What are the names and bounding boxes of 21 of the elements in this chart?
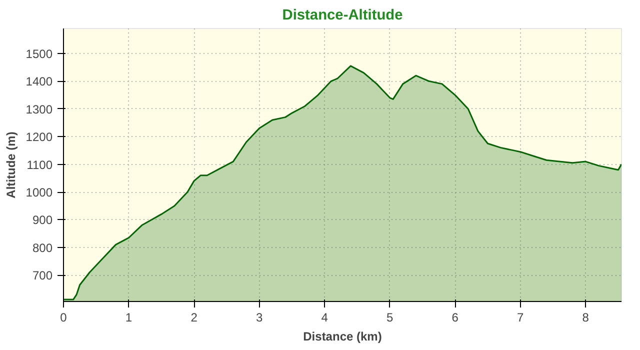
y-tick-label: 1100 <box>26 158 53 172</box>
x-tick-label: 1 <box>125 310 132 324</box>
y-tick-label: 700 <box>32 268 53 283</box>
x-axis-title: Distance (km) <box>303 330 382 344</box>
x-tick-label: 5 <box>386 310 394 324</box>
x-tick-label: 6 <box>452 310 459 324</box>
x-tick-label: 7 <box>517 310 524 324</box>
x-tick-label: 0 <box>60 310 68 324</box>
y-tick-label: 1300 <box>26 102 53 116</box>
x-tick-label: 2 <box>190 310 198 324</box>
x-tick-label: 3 <box>256 310 263 324</box>
chart-title: Distance-Altitude <box>282 8 403 24</box>
y-tick-label: 1000 <box>26 186 53 200</box>
y-tick-label: 1400 <box>26 74 53 89</box>
y-tick-label: 800 <box>32 240 53 255</box>
y-tick-label: 1500 <box>26 46 53 61</box>
x-tick-label: 4 <box>321 310 328 324</box>
y-axis-title: Altitude (m) <box>4 132 18 198</box>
x-tick-label: 8 <box>582 310 590 324</box>
y-tick-label: 900 <box>32 213 53 228</box>
y-tick-label: 1200 <box>26 130 53 144</box>
